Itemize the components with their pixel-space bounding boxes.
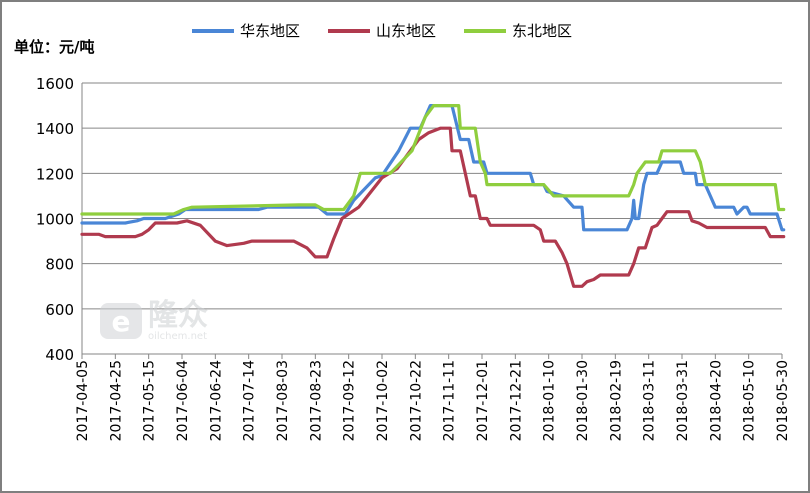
x-tick-label-4: 2017-06-24	[208, 360, 224, 441]
y-tick-label-400: 400	[45, 346, 74, 364]
series-line-2	[80, 103, 786, 216]
watermark-logo-icon: e	[100, 303, 142, 339]
x-tick-label-21: 2018-05-30	[775, 360, 791, 441]
legend-label-east-china: 华东地区	[240, 22, 301, 40]
legend-label-northeast: 东北地区	[512, 22, 573, 40]
x-tick-label-6: 2017-08-03	[275, 360, 291, 441]
y-tick-label-1200: 1200	[36, 165, 74, 183]
x-tick-label-10: 2017-10-22	[408, 360, 424, 441]
x-tick-label-9: 2017-10-02	[375, 360, 391, 441]
y-tick-label-1600: 1600	[36, 75, 74, 93]
x-tick-label-7: 2017-08-23	[308, 360, 324, 441]
x-tick-label-19: 2018-04-20	[708, 360, 724, 441]
x-tick-label-15: 2018-01-30	[575, 360, 591, 441]
legend-swatch-northeast	[464, 28, 507, 33]
y-tick-label-1000: 1000	[36, 211, 74, 229]
legend-swatch-east-china	[192, 28, 234, 33]
x-tick-label-20: 2018-05-10	[742, 360, 758, 441]
x-tick-label-18: 2018-03-31	[675, 360, 691, 441]
x-tick-label-16: 2018-02-19	[608, 360, 624, 441]
x-tick-label-1: 2017-04-25	[108, 360, 124, 441]
watermark-logo: e 隆众 oilchem.net	[100, 300, 208, 342]
x-tick-label-8: 2017-09-12	[342, 360, 358, 441]
legend-item-shandong: 山东地区	[328, 20, 436, 41]
series-line-1	[80, 126, 786, 288]
x-tick-label-3: 2017-06-04	[175, 360, 191, 441]
x-tick-label-2: 2017-05-15	[142, 360, 158, 441]
legend-label-shandong: 山东地区	[376, 22, 437, 40]
y-tick-label-600: 600	[45, 301, 74, 319]
y-tick-label-800: 800	[45, 256, 74, 274]
legend-swatch-shandong	[328, 28, 371, 33]
x-tick-label-5: 2017-07-14	[242, 360, 258, 441]
legend-item-northeast: 东北地区	[464, 20, 572, 41]
x-tick-label-13: 2017-12-21	[508, 360, 524, 441]
legend-item-east-china: 华东地区	[192, 20, 300, 41]
legend: 华东地区 山东地区 东北地区	[192, 20, 600, 41]
watermark-url: oilchem.net	[148, 331, 207, 342]
x-tick-label-17: 2018-03-11	[642, 360, 658, 441]
x-tick-label-14: 2018-01-10	[542, 360, 558, 441]
x-tick-label-12: 2017-12-01	[475, 360, 491, 441]
x-tick-label-0: 2017-04-05	[75, 360, 91, 441]
unit-label: 单位：元/吨	[14, 38, 95, 56]
x-tick-label-11: 2017-11-11	[442, 360, 458, 441]
watermark-brand: 隆众	[148, 298, 208, 333]
y-tick-label-1400: 1400	[36, 120, 74, 138]
